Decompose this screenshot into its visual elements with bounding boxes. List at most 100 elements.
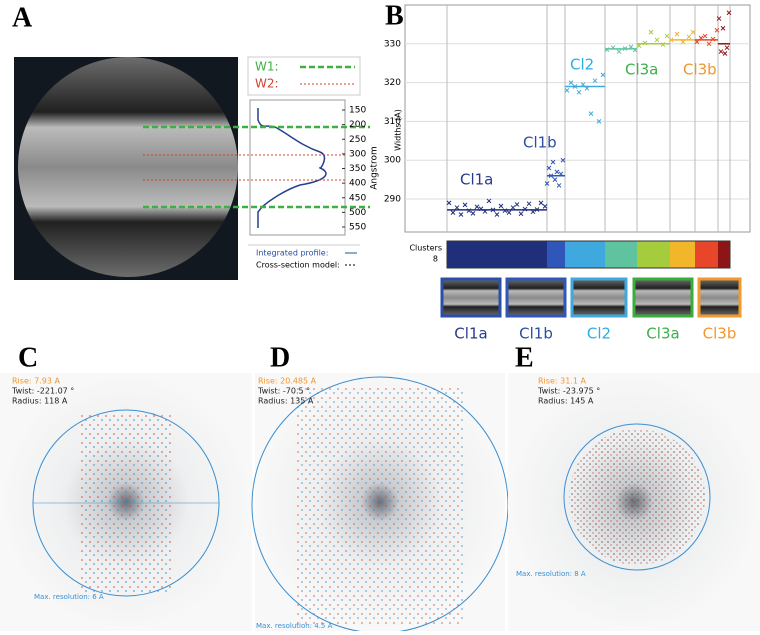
max-resolution: Max. resolution: 8 A <box>516 570 586 578</box>
point <box>514 202 520 207</box>
point <box>568 80 574 85</box>
point <box>628 44 634 50</box>
point <box>600 72 606 78</box>
point <box>502 208 508 214</box>
point <box>462 202 468 208</box>
point <box>466 208 472 214</box>
point <box>702 33 708 39</box>
thumbnail <box>697 277 742 318</box>
point <box>554 169 560 175</box>
radius: Radius: 135 A <box>258 397 314 406</box>
point <box>680 39 686 45</box>
point <box>706 41 712 47</box>
point <box>584 86 590 91</box>
legend-w2: W2: <box>255 77 279 91</box>
thumbnail-label: Cl1a <box>454 325 487 343</box>
panel-label: A <box>12 2 33 33</box>
tick-label: 450 <box>349 193 366 203</box>
point <box>478 206 484 212</box>
tick-label: 500 <box>349 208 366 218</box>
max-resolution: Max. resolution: 6 A <box>34 593 104 601</box>
cluster-segment <box>565 241 605 268</box>
twist: Twist: -23.975 ° <box>537 387 600 396</box>
point <box>454 205 460 210</box>
point <box>538 200 544 206</box>
point <box>530 209 536 215</box>
point <box>576 89 582 95</box>
point <box>588 111 594 117</box>
point <box>558 171 564 177</box>
point <box>648 29 654 35</box>
point <box>542 204 548 209</box>
point <box>642 40 648 46</box>
panel-label: B <box>385 0 404 31</box>
cluster-segment <box>547 241 565 268</box>
cluster-count: 8 <box>433 255 438 264</box>
point <box>724 45 730 51</box>
cluster-segment <box>695 241 718 268</box>
fft-e <box>508 373 760 631</box>
point <box>720 25 726 31</box>
point <box>698 35 704 41</box>
point <box>690 29 696 35</box>
cluster-segment <box>637 241 670 268</box>
point <box>654 37 660 43</box>
point <box>510 205 516 210</box>
point <box>622 46 628 51</box>
panel-label: C <box>18 342 38 373</box>
point <box>548 173 554 179</box>
tick-label: 400 <box>349 179 366 189</box>
cluster-segment <box>718 241 730 268</box>
point <box>604 47 610 52</box>
point <box>556 183 562 188</box>
point <box>632 47 638 53</box>
profile-legend: Integrated profile: <box>256 249 328 258</box>
rise: Rise: 7.93 A <box>12 377 60 386</box>
legend-w1: W1: <box>255 60 279 74</box>
point <box>580 82 586 87</box>
micrograph-circle <box>18 57 238 277</box>
point <box>446 200 452 206</box>
point <box>592 78 598 84</box>
thumbnail-label: Cl3a <box>646 325 679 343</box>
cluster-label: Cl3b <box>683 61 717 79</box>
point <box>726 10 732 16</box>
twist: Twist: -70.5 ° <box>257 387 310 396</box>
point <box>506 210 512 215</box>
point <box>486 198 492 204</box>
point <box>664 33 670 39</box>
radius: Radius: 145 A <box>538 397 594 406</box>
tick-label: 300 <box>349 149 366 159</box>
point <box>522 206 528 212</box>
y-tick-label: 320 <box>384 78 401 88</box>
cluster-segment <box>447 241 547 268</box>
point <box>490 207 496 213</box>
point <box>616 49 622 54</box>
thumbnail-label: Cl2 <box>587 325 611 343</box>
cluster-bar-frame <box>446 240 731 269</box>
thumbnail-label: Cl3b <box>703 325 737 343</box>
thumbnail <box>570 277 628 318</box>
point <box>552 177 558 182</box>
point <box>610 45 616 51</box>
point <box>636 43 642 49</box>
cluster-segment <box>670 241 695 268</box>
panel-label: E <box>515 342 534 373</box>
rise: Rise: 20.485 A <box>258 377 317 386</box>
point <box>686 34 692 40</box>
point <box>526 201 532 207</box>
cluster-label: Cl1a <box>460 171 493 189</box>
y-tick-label: 310 <box>384 117 401 127</box>
fft-c <box>0 373 252 631</box>
point <box>482 209 488 214</box>
point <box>560 157 566 163</box>
point <box>498 203 504 209</box>
cluster-label: Cl1b <box>523 134 557 152</box>
point <box>572 84 578 89</box>
point <box>474 204 480 210</box>
fft-d <box>251 373 509 634</box>
point <box>518 211 524 217</box>
y-tick-label: 290 <box>384 195 401 205</box>
cluster-label: Cl2 <box>570 56 594 74</box>
